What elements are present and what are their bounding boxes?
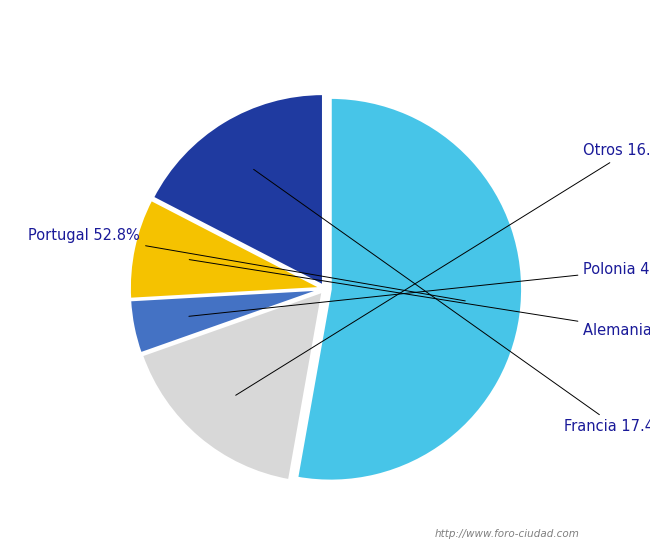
Wedge shape [153,94,323,285]
Text: http://www.foro-ciudad.com: http://www.foro-ciudad.com [435,529,579,539]
Text: Polonia 4.5%: Polonia 4.5% [189,262,650,316]
Wedge shape [297,98,522,481]
Text: Alemania 8.5%: Alemania 8.5% [189,260,650,338]
Text: Francia 17.4%: Francia 17.4% [254,169,650,434]
Text: A Mezquita - Turistas extranjeros según país - Abril de 2024: A Mezquita - Turistas extranjeros según … [45,15,605,34]
Wedge shape [130,289,321,353]
Text: Otros 16.8%: Otros 16.8% [236,144,650,395]
Wedge shape [142,292,322,480]
Text: Portugal 52.8%: Portugal 52.8% [29,228,465,301]
Wedge shape [130,200,321,299]
